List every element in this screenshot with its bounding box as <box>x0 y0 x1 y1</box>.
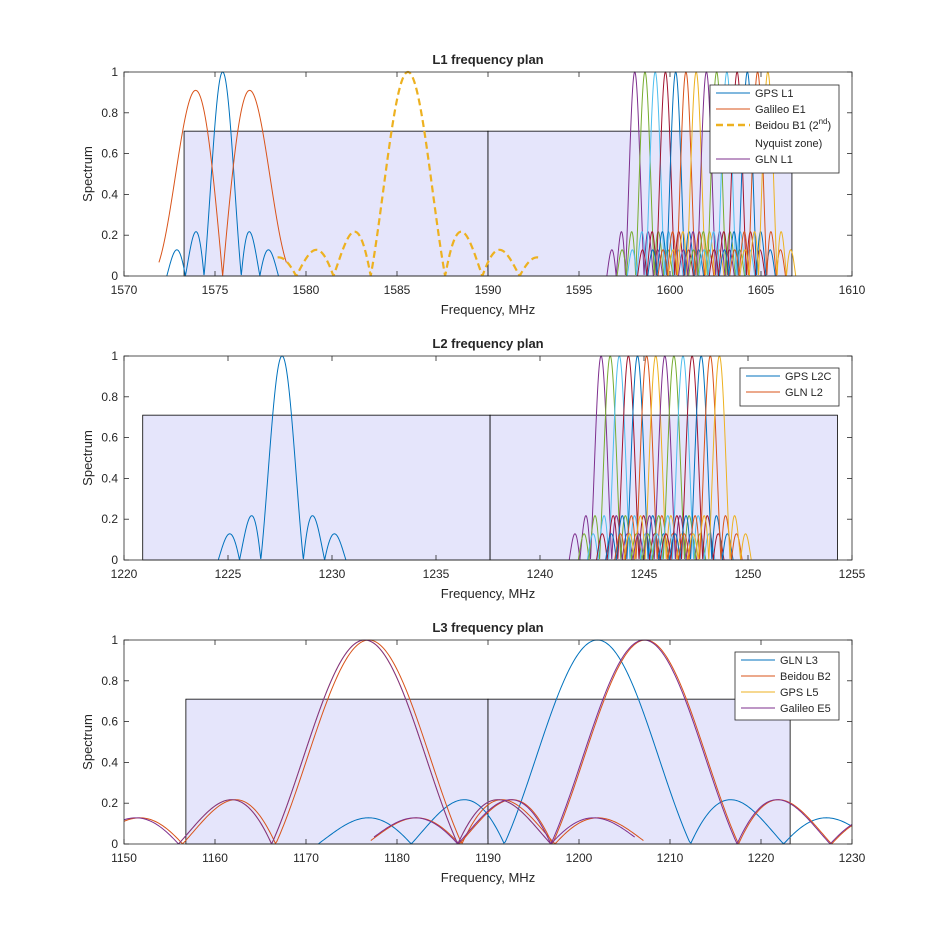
series-galileo-e1-line <box>158 89 287 276</box>
legend-item-gps-l2c: GPS L2C <box>746 371 832 383</box>
axes-border <box>123 355 853 561</box>
y-tick-label: 0.4 <box>101 755 118 769</box>
x-tick-label: 1255 <box>839 567 866 581</box>
x-tick-label: 1210 <box>657 851 684 865</box>
y-axis-label: Spectrum <box>80 146 95 202</box>
legend-label: Beidou B2 <box>780 671 831 683</box>
x-tick-label: 1220 <box>111 567 138 581</box>
legend-label: GPS L5 <box>780 687 819 699</box>
y-tick-label: 0.4 <box>101 187 118 201</box>
legend-box <box>709 84 840 174</box>
x-tick-label: 1190 <box>475 851 501 865</box>
x-tick-label: 1180 <box>384 851 410 865</box>
band-box-1 <box>185 698 489 845</box>
y-tick-label: 0.6 <box>101 431 118 445</box>
legend: GLN L3 Beidou B2 GPS L5 Galileo E5 <box>734 651 840 721</box>
legend-label: GPS L1 <box>755 88 794 100</box>
legend-box <box>739 367 840 407</box>
y-tick-label: 0.2 <box>101 228 118 242</box>
y-tick-label: 0.4 <box>101 471 118 485</box>
legend-label: Galileo E1 <box>755 104 806 116</box>
plot-1: 1570 1575 1580 1585 1590 1595 1600 1605 1610 0 0.2… <box>80 52 866 317</box>
legend-item-galileo-e5: Galileo E5 <box>741 703 831 715</box>
chart-title: L1 frequency plan <box>432 52 543 67</box>
x-axis-label: Frequency, MHz <box>441 586 535 601</box>
x-tick-label: 1595 <box>566 283 593 297</box>
x-tick-label: 1245 <box>631 567 658 581</box>
legend-item-gln-l2: GLN L2 <box>746 387 823 399</box>
legend-label-line2: Nyquist zone) <box>755 138 822 150</box>
x-tick-label: 1230 <box>319 567 346 581</box>
x-tick-label: 1220 <box>748 851 775 865</box>
y-tick-label: 0.6 <box>101 715 118 729</box>
y-tick-label: 0.2 <box>101 512 118 526</box>
legend-label: GPS L2C <box>785 371 832 383</box>
y-tick-label: 0.2 <box>101 796 118 810</box>
y-tick-label: 1 <box>111 633 118 647</box>
legend-item-gln-l3: GLN L3 <box>741 655 818 667</box>
x-tick-label: 1160 <box>202 851 228 865</box>
x-tick-label: 1225 <box>215 567 242 581</box>
x-tick-label: 1240 <box>527 567 554 581</box>
y-tick-label: 0.8 <box>101 390 118 404</box>
y-axis-label: Spectrum <box>80 714 95 770</box>
x-tick-label: 1570 <box>111 283 138 297</box>
legend-item-gln-l1: GLN L1 <box>716 154 793 166</box>
x-tick-label: 1590 <box>475 283 502 297</box>
legend-label-close: ) <box>828 120 832 132</box>
legend-label-sup: nd <box>819 117 828 126</box>
x-axis-label: Frequency, MHz <box>441 302 535 317</box>
x-axis-label: Frequency, MHz <box>441 870 535 885</box>
y-tick-label: 1 <box>111 65 118 79</box>
legend-item-beidou-b2: Beidou B2 <box>741 671 831 683</box>
chart-title: L3 frequency plan <box>432 620 543 635</box>
y-tick-label: 1 <box>111 349 118 363</box>
legend-label: GLN L3 <box>780 655 818 667</box>
plot-3: 1150 1160 1170 1180 1190 1200 1210 1220 1230 0 0.2… <box>80 620 866 885</box>
x-tick-label: 1150 <box>111 851 137 865</box>
legend-label: GLN L1 <box>755 154 793 166</box>
y-tick-label: 0.8 <box>101 106 118 120</box>
y-tick-label: 0 <box>111 269 118 283</box>
band-box-2 <box>487 698 791 845</box>
x-tick-label: 1250 <box>735 567 762 581</box>
x-tick-label: 1585 <box>384 283 411 297</box>
band-box-1 <box>142 414 491 561</box>
plot-2: 1220 1225 1230 1235 1240 1245 1250 1255 0 0.2 0.4 0… <box>80 336 866 601</box>
y-axis-label: Spectrum <box>80 430 95 486</box>
legend-item-gps-l5: GPS L5 <box>741 687 819 699</box>
y-tick-label: 0.6 <box>101 147 118 161</box>
legend-label: Beidou B1 (2nd) <box>755 117 831 132</box>
y-tick-label: 0.8 <box>101 674 118 688</box>
x-tick-label: 1575 <box>202 283 229 297</box>
legend-box <box>734 651 840 721</box>
x-tick-label: 1235 <box>423 567 450 581</box>
x-tick-label: 1230 <box>839 851 866 865</box>
y-tick-label: 0 <box>111 837 118 851</box>
x-tick-label: 1610 <box>839 283 866 297</box>
x-tick-label: 1600 <box>657 283 684 297</box>
x-tick-label: 1200 <box>566 851 593 865</box>
y-tick-label: 0 <box>111 553 118 567</box>
legend: GPS L2C GLN L2 <box>739 367 840 407</box>
legend-item-gps-l1: GPS L1 <box>716 88 794 100</box>
legend-item-galileo-e1: Galileo E1 <box>716 104 806 116</box>
legend-label: GLN L2 <box>785 387 823 399</box>
chart-title: L2 frequency plan <box>432 336 543 351</box>
legend-item-beidou-b1-2: Beidou B1 (2nd) Nyquist zone) <box>716 117 831 150</box>
x-tick-label: 1170 <box>293 851 319 865</box>
x-tick-label: 1605 <box>748 283 775 297</box>
x-tick-label: 1580 <box>293 283 320 297</box>
legend-label: Galileo E5 <box>780 703 831 715</box>
